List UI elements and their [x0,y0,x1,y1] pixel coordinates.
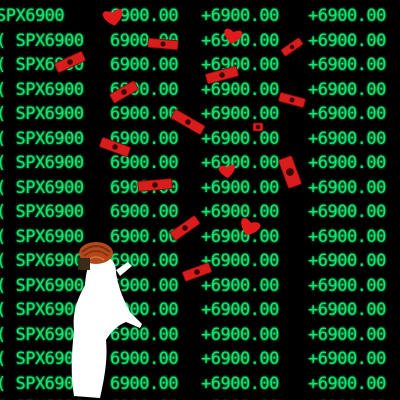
ticker-change: +6900.00 [308,251,386,271]
dollar-bill-icon [99,137,131,157]
ticker-change: +6900.00 [308,396,386,400]
ticker-change: +6900.00 [308,275,386,296]
ticker-change: +6900.00 [308,349,386,369]
ticker-row: ( SPX6900 6900.00 +6900.00 +6900.00 [0,274,400,298]
ticker-price: 6900.00 [110,55,179,75]
ticker-change: +6900.00 [308,300,386,320]
ticker-symbol: ( SPX6900 [0,349,84,369]
ticker-change: +6900.00 [308,226,386,247]
ticker-change: +6900.00 [201,79,279,100]
ticker-change: +6900.00 [308,177,386,198]
dollar-bill-icon [54,51,86,73]
ticker-change: +6900.00 [308,153,386,173]
ticker-change: +6900.00 [201,128,279,149]
ticker-row: ( SPX6900 6900.00 +6900.00 +6900.00 [0,225,400,249]
ticker-symbol: ( SPX6900 [0,79,84,100]
ticker-change: +6900.00 [308,324,386,345]
ticker-price: 6900.00 [110,153,179,173]
heart-icon [102,9,123,26]
dollar-bill-icon [109,80,139,104]
ticker-symbol: ( SPX6900 [0,226,84,247]
ticker-price: 6900.00 [110,373,179,394]
ticker-row: ( SPX6900 6900.00 +6900.00 +6900.00 [0,347,400,371]
ticker-row: ( SPX6900 6900.00 +6900.00 +6900.00 [0,372,400,396]
ticker-row: ( SPX6900 6900.00 +6900.00 +6900.00 [0,127,400,151]
ticker-change: +6900.00 [308,373,386,394]
ticker-change: +6900.00 [308,79,386,100]
ticker-change: +6900.00 [201,6,279,26]
dollar-bill-icon [280,37,304,57]
ticker-price: 6900.00 [110,275,179,296]
heart-icon [224,28,243,44]
ticker-symbol: ( SPX6900 [0,202,84,222]
ticker-change: +6900.00 [308,128,386,149]
ticker-change: +6900.00 [201,373,279,394]
ticker-symbol: ( SPX6900 [0,324,84,345]
ticker-row: ( SPX6900 6900.00 +6900.00 +6900.00 [0,102,400,126]
hat-icon [78,242,113,270]
dollar-bill-icon [278,155,302,189]
ticker-symbol: ( SPX6900 [0,30,84,51]
dollar-bill-icon [252,122,264,132]
ticker-change: +6900.00 [201,300,279,320]
dollar-bill-icon [278,92,306,108]
ticker-change: +6900.00 [201,349,279,369]
ticker-price: 6900.00 [110,396,179,400]
dollar-bill-icon [137,178,173,192]
ticker-price: 6900.00 [110,226,179,247]
ticker-change: +6900.00 [201,396,279,400]
dollar-bill-icon [182,262,212,282]
ticker-change: +6900.00 [201,226,279,247]
ticker-change: +6900.00 [201,202,279,222]
ticker-change: +6900.00 [308,55,386,75]
ticker-price: 6900.00 [110,104,179,124]
ticker-row: ( SPX6900 6900.00 +6900.00 +6900.00 [0,396,400,400]
ticker-change: +6900.00 [201,275,279,296]
ticker-symbol: SPX6900 [0,6,65,26]
ticker-price: 6900.00 [110,202,179,222]
dollar-bill-icon [147,37,179,51]
ticker-price: 6900.00 [110,128,179,149]
dollar-bill-icon [205,65,239,85]
ticker-change: +6900.00 [201,251,279,271]
ticker-symbol: ( SPX6900 [0,177,84,198]
ticker-change: +6900.00 [308,202,386,222]
ticker-change: +6900.00 [201,104,279,124]
ticker-row: SPX6900 6900.00 +6900.00 +6900.00 [0,4,400,28]
ticker-symbol: ( SPX6900 [0,275,84,296]
dollar-bill-icon [170,215,200,241]
ticker-change: +6900.00 [201,30,279,51]
ticker-symbol: ( SPX6900 [0,300,84,320]
heart-icon [218,164,235,179]
ticker-change: +6900.00 [201,177,279,198]
ticker-symbol: ( SPX6900 [0,251,84,271]
ticker-change: +6900.00 [308,30,386,51]
ticker-price: 6900.00 [110,349,179,369]
ticker-symbol: ( SPX6900 [0,104,84,124]
ticker-price: 6900.00 [110,324,179,345]
ticker-change: +6900.00 [308,104,386,124]
ghost-figure-icon [71,256,142,398]
ticker-row: ( SPX6900 6900.00 +6900.00 +6900.00 [0,323,400,347]
ticker-row: ( SPX6900 6900.00 +6900.00 +6900.00 [0,200,400,224]
ticker-price: 6900.00 [110,6,179,26]
ticker-symbol: ( SPX6900 [0,373,84,394]
ticker-symbol: ( SPX6900 [0,153,84,173]
ticker-change: +6900.00 [201,324,279,345]
heart-icon [241,218,261,236]
ticker-symbol: ( SPX6900 [0,128,84,149]
ticker-symbol: ( SPX6900 [0,396,84,400]
ticker-change: +6900.00 [308,6,386,26]
dollar-bill-icon [170,109,206,135]
